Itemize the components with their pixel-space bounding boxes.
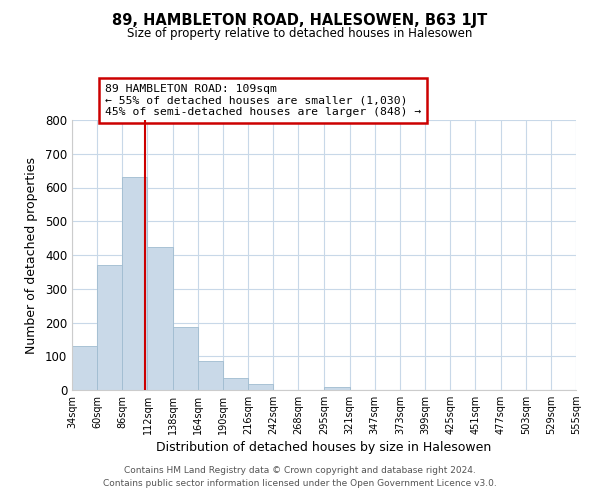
Text: 89, HAMBLETON ROAD, HALESOWEN, B63 1JT: 89, HAMBLETON ROAD, HALESOWEN, B63 1JT xyxy=(112,12,488,28)
Bar xyxy=(148,246,173,390)
Text: Size of property relative to detached houses in Halesowen: Size of property relative to detached ho… xyxy=(127,28,473,40)
Bar xyxy=(173,326,198,390)
Text: 89 HAMBLETON ROAD: 109sqm
← 55% of detached houses are smaller (1,030)
45% of se: 89 HAMBLETON ROAD: 109sqm ← 55% of detac… xyxy=(105,84,421,117)
X-axis label: Distribution of detached houses by size in Halesowen: Distribution of detached houses by size … xyxy=(157,442,491,454)
Bar xyxy=(72,346,97,390)
Text: Contains HM Land Registry data © Crown copyright and database right 2024.
Contai: Contains HM Land Registry data © Crown c… xyxy=(103,466,497,487)
Bar xyxy=(97,265,122,390)
Bar xyxy=(198,362,223,390)
Bar xyxy=(248,384,273,390)
Bar xyxy=(223,378,248,390)
Bar xyxy=(325,388,350,390)
Bar xyxy=(122,178,148,390)
Y-axis label: Number of detached properties: Number of detached properties xyxy=(25,156,38,354)
